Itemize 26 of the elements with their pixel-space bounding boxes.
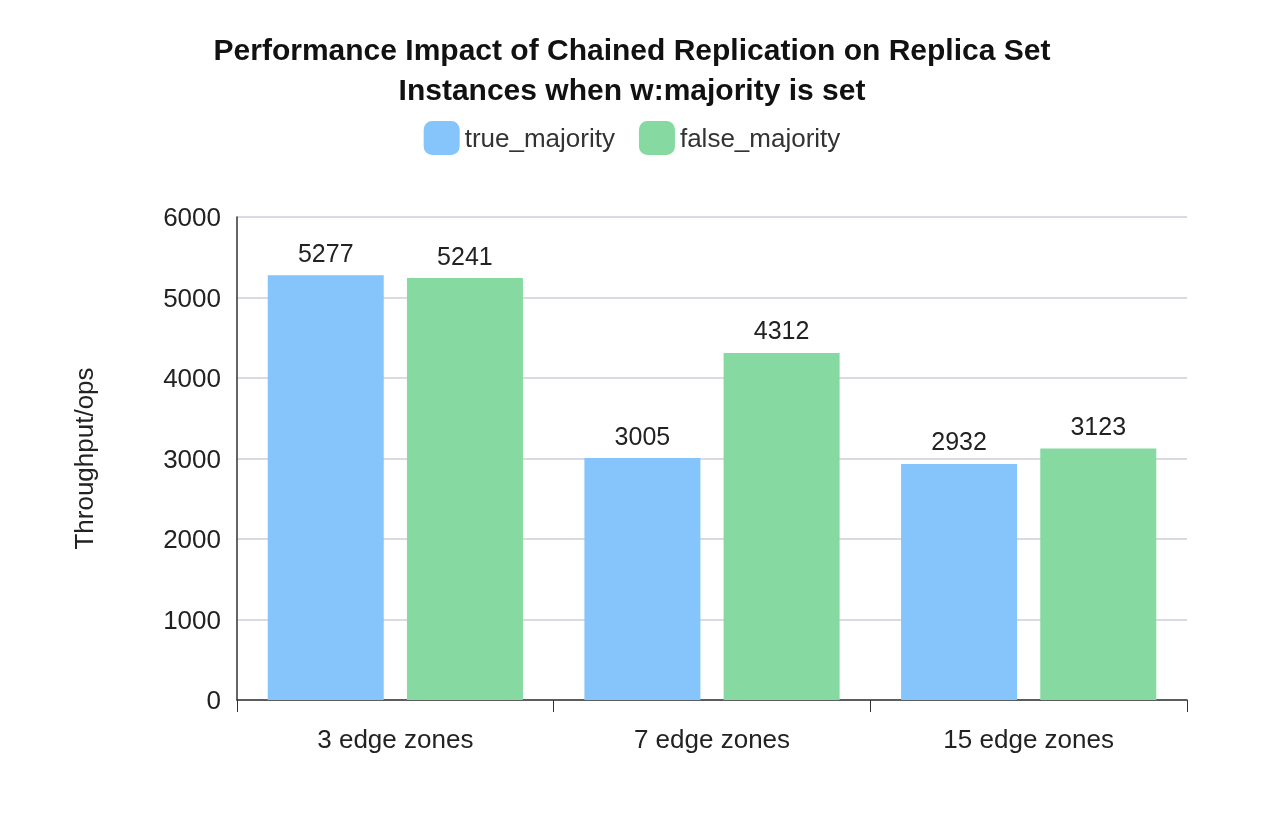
y-tick-label: 2000 (163, 524, 221, 554)
bar (901, 463, 1018, 700)
data-label: 5277 (297, 238, 354, 267)
y-tick-label: 4000 (163, 363, 221, 393)
data-label: 4312 (753, 316, 810, 345)
y-tick-label: 5000 (163, 282, 221, 313)
x-tick-label: 7 edge zones (633, 724, 791, 754)
bar (267, 275, 384, 700)
x-tick-label: 3 edge zones (317, 724, 474, 754)
legend-label: false_majority (679, 123, 841, 153)
chart-title: Performance Impact of Chained Replication on Replica Set Instances when w:majority is set (213, 32, 1051, 106)
y-axis-title: Throughput/ops (69, 367, 99, 550)
legend-label: true_majority (464, 123, 615, 153)
x-tick-label: 15 edge zones (943, 724, 1114, 754)
data-label: 2932 (931, 427, 987, 456)
y-tick-label: 3000 (163, 443, 221, 474)
bar (723, 352, 840, 700)
y-tick-label: 6000 (163, 202, 221, 232)
bar (584, 458, 701, 700)
y-tick-label: 1000 (163, 604, 221, 635)
data-label: 3005 (614, 421, 671, 450)
data-label: 5241 (437, 241, 493, 270)
bar (406, 278, 523, 700)
bar (1040, 448, 1157, 700)
y-tick-label: 0 (206, 685, 221, 715)
data-label: 3123 (1070, 412, 1127, 441)
